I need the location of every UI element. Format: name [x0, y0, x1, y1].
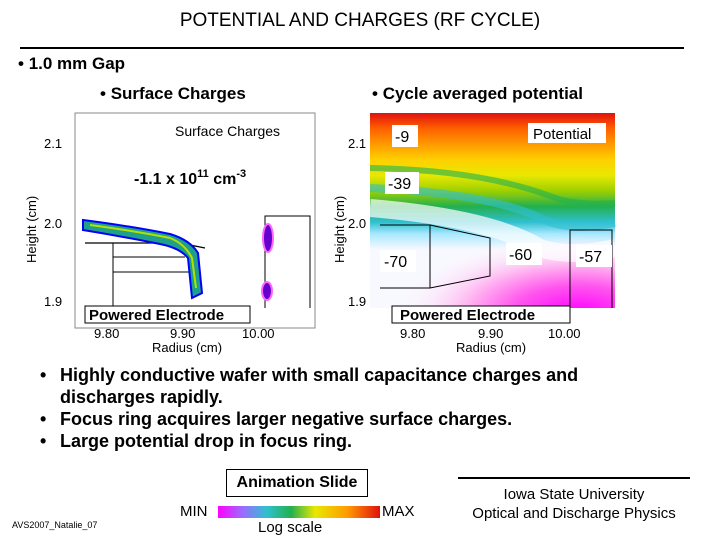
x-tick: 9.80	[94, 326, 119, 341]
bullet-item: • Highly conductive wafer with small capa…	[40, 365, 579, 385]
contour-label: -57	[579, 249, 602, 266]
university-name: Iowa State University	[503, 486, 645, 503]
electrode-label-box	[391, 305, 571, 324]
contour-label: -70	[384, 254, 407, 271]
institution-block: Iowa State University Optical and Discha…	[452, 485, 696, 523]
y-tick: 2.0	[44, 216, 62, 231]
colorbar-min: MIN	[180, 503, 208, 520]
legend-box	[528, 123, 606, 143]
x-tick: 9.90	[478, 326, 503, 341]
bullet-item: • Large potential drop in focus ring.	[40, 431, 353, 451]
y-tick: 2.0	[348, 216, 366, 231]
focus-ring-charge	[262, 223, 274, 253]
charge-band-core	[89, 224, 197, 289]
focus-ring-outline	[569, 229, 613, 308]
electrode-label: Powered Electrode	[400, 307, 535, 324]
colorbar	[218, 506, 380, 518]
x-axis-label: Radius (cm)	[152, 340, 222, 355]
contour-label: -9	[395, 129, 409, 146]
x-tick: 10.00	[242, 326, 275, 341]
contour-label-box	[392, 125, 418, 147]
slide-title: POTENTIAL AND CHARGES (RF CYCLE)	[179, 10, 541, 31]
title-rule	[20, 47, 684, 49]
x-tick: 9.80	[400, 326, 425, 341]
animation-slide-button[interactable]: Animation Slide	[226, 469, 368, 497]
contour-label: -39	[388, 176, 411, 193]
y-tick: 1.9	[44, 294, 62, 309]
y-tick: 1.9	[348, 294, 366, 309]
gap-bullet-text: 1.0 mm Gap	[28, 54, 126, 73]
contour-label-box	[385, 172, 419, 194]
contour-line	[369, 165, 616, 207]
plot-legend: Potential	[533, 126, 591, 143]
y-tick: 2.1	[348, 136, 366, 151]
bullet-item: • Focus ring acquires larger negative sur…	[40, 409, 513, 429]
focus-ring-charge	[261, 281, 273, 301]
y-tick: 2.1	[44, 136, 62, 151]
contour-line	[369, 184, 616, 231]
electrode-label-box	[84, 305, 251, 324]
bullet-icon: •	[40, 409, 47, 429]
plot-legend: Surface Charges	[175, 123, 280, 139]
x-tick: 9.90	[170, 326, 195, 341]
right-heading: • Cycle averaged potential	[372, 84, 583, 104]
surface-charges-plot: 2.1 2.0 1.9 9.80 9.90 10.00 Radius (cm) …	[24, 112, 316, 355]
charge-annotation: -1.1 x 1011 cm-3	[134, 168, 246, 188]
left-heading: • Surface Charges	[100, 84, 246, 104]
x-axis-label: Radius (cm)	[456, 340, 526, 355]
wafer-outline	[380, 224, 491, 289]
focus-ring-outline	[264, 215, 311, 308]
group-name: Optical and Discharge Physics	[472, 505, 676, 522]
footer-rule	[458, 477, 690, 479]
colorbar-gradient	[218, 506, 380, 518]
right-heading-text: Cycle averaged potential	[382, 84, 583, 103]
contour-label-box	[576, 245, 612, 267]
bullet-icon: •	[40, 431, 47, 451]
potential-plot: 2.1 2.0 1.9 9.80 9.90 10.00 Radius (cm) …	[332, 113, 617, 355]
contour-label-box	[380, 250, 416, 272]
footer-id: AVS2007_Natalie_07	[12, 520, 98, 530]
bullet-icon: •	[40, 365, 47, 385]
colorbar-max: MAX	[382, 503, 415, 520]
contour-label-box	[506, 243, 542, 265]
bullet-icon: •	[18, 54, 24, 73]
bullet-list: • Highly conductive wafer with small capa…	[40, 364, 578, 452]
x-tick: 10.00	[548, 326, 581, 341]
left-heading-text: Surface Charges	[110, 84, 246, 103]
bullet-icon: •	[100, 84, 106, 103]
contour-label: -60	[509, 247, 532, 264]
y-axis-label: Height (cm)	[332, 196, 347, 263]
colorbar-scale: Log scale	[258, 519, 323, 536]
gap-bullet: • 1.0 mm Gap	[18, 54, 125, 74]
electrode-label: Powered Electrode	[89, 307, 224, 324]
bullet-icon: •	[372, 84, 378, 103]
y-axis-label: Height (cm)	[24, 196, 39, 263]
bullet-item: discharges rapidly.	[60, 387, 223, 407]
